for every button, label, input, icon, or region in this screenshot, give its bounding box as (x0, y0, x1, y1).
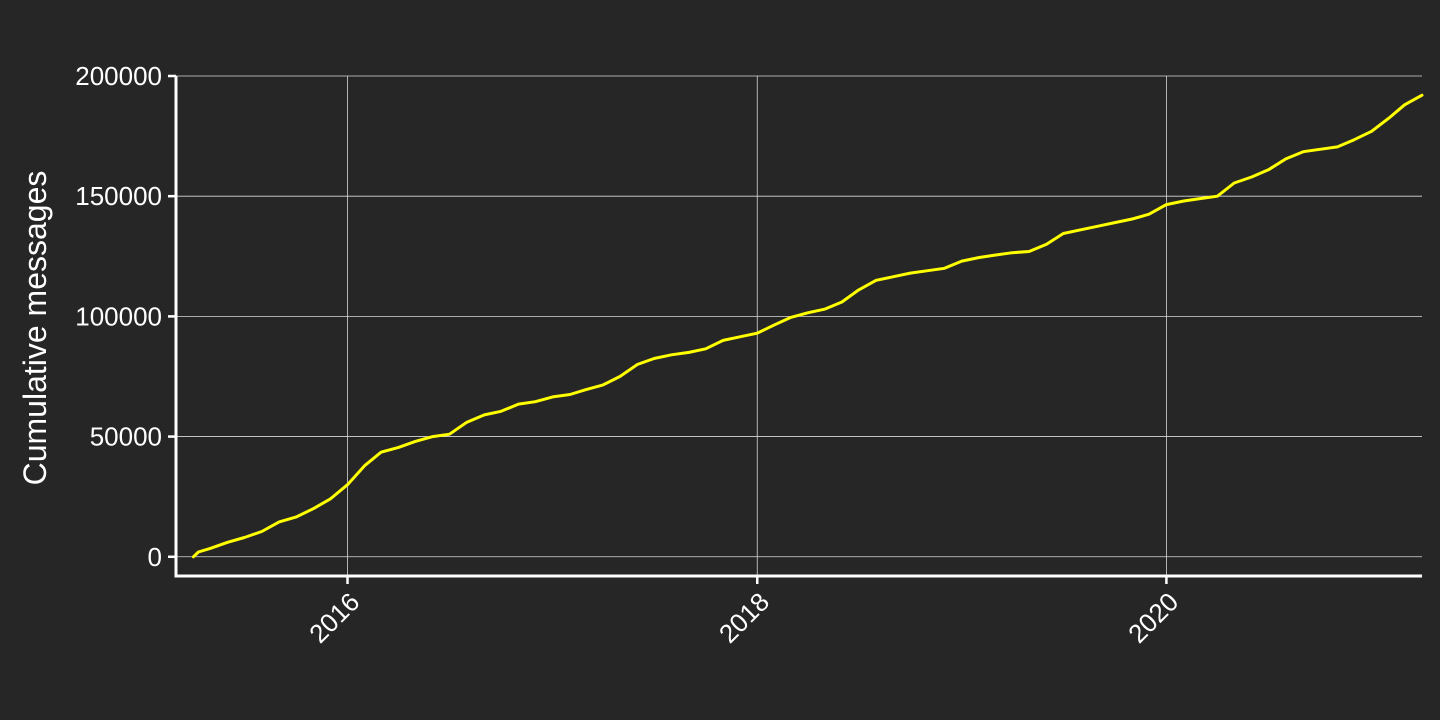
y-tick-label: 50000 (90, 422, 162, 452)
y-tick-label: 100000 (75, 301, 162, 331)
y-axis-title: Cumulative messages (17, 171, 53, 486)
y-tick-label: 200000 (75, 61, 162, 91)
y-tick-label: 0 (148, 542, 162, 572)
y-tick-label: 150000 (75, 181, 162, 211)
axes (168, 74, 1422, 584)
series-group (191, 93, 1424, 559)
series-line (191, 93, 1424, 559)
